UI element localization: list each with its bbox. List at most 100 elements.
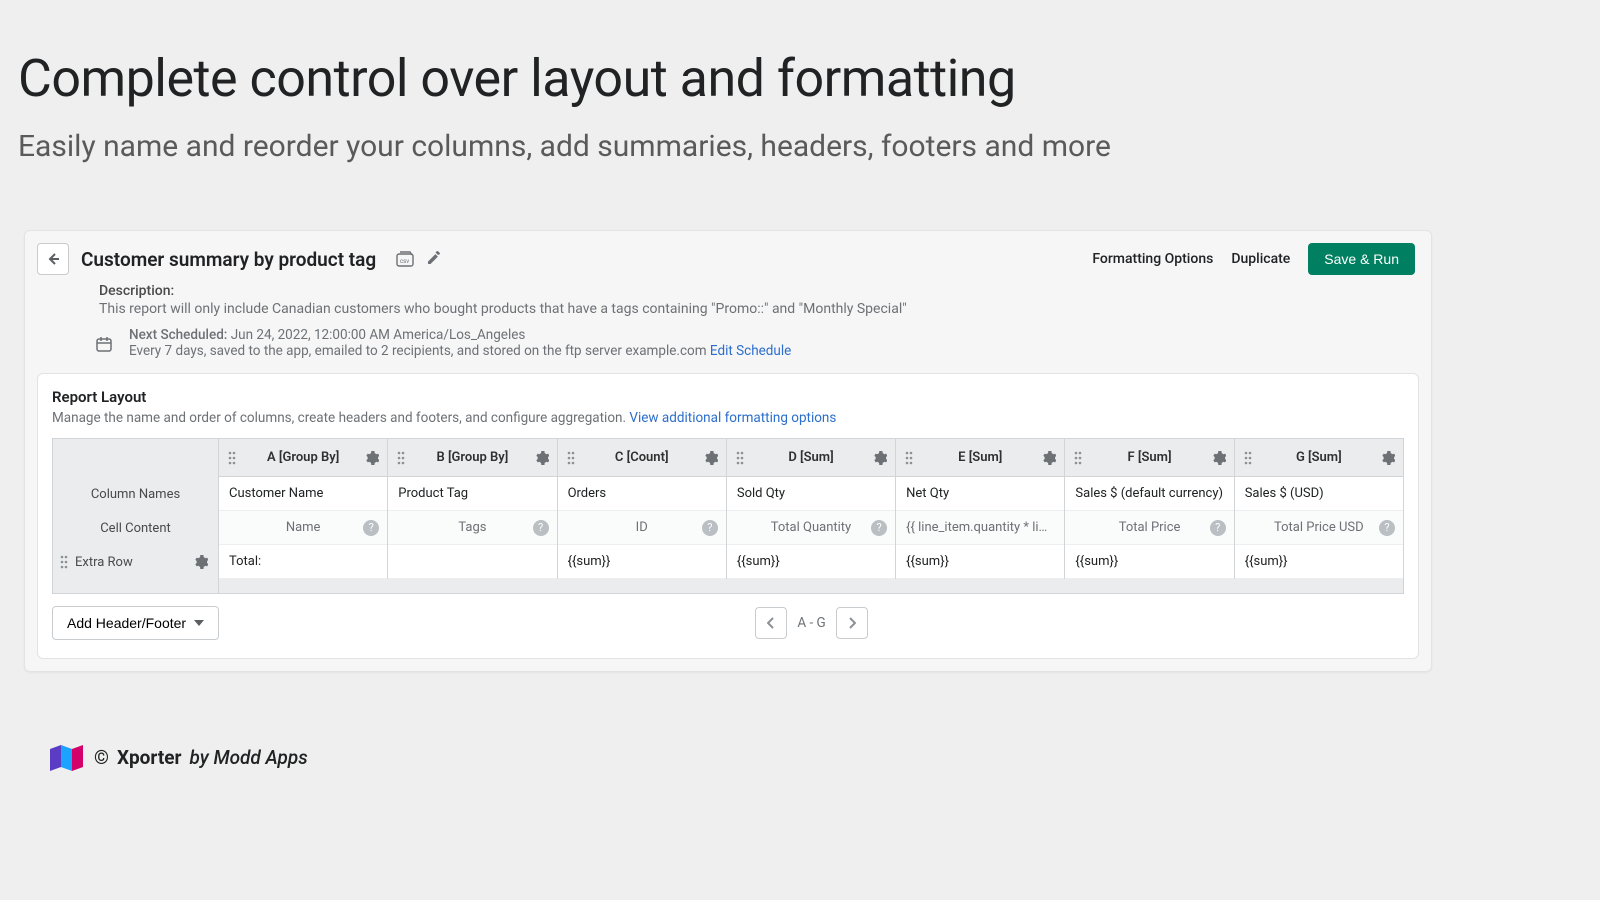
cell-content-field[interactable]: Total Price? — [1065, 511, 1233, 545]
edit-schedule-link[interactable]: Edit Schedule — [710, 343, 791, 359]
gear-icon[interactable] — [365, 451, 379, 465]
column-header-label: A [Group By] — [267, 450, 339, 465]
column-name-input[interactable]: Customer Name — [219, 477, 387, 511]
gear-icon[interactable] — [535, 451, 549, 465]
column-header-label: D [Sum] — [788, 450, 833, 465]
column-header: A [Group By] — [219, 439, 387, 477]
extra-row-cell[interactable]: {{sum}} — [558, 545, 726, 579]
column-header: C [Count] — [558, 439, 726, 477]
rowhead-column-names: Column Names — [53, 477, 219, 511]
column-header-label: G [Sum] — [1296, 450, 1342, 465]
rowhead-cell-content: Cell Content — [53, 511, 219, 545]
description-block: Description: This report will only inclu… — [25, 275, 1431, 317]
gear-icon[interactable] — [194, 555, 208, 569]
grid-footer-strip — [219, 579, 1403, 593]
schedule-datetime: Jun 24, 2022, 12:00:00 AM America/Los_An… — [231, 327, 526, 343]
page-headline: Complete control over layout and formatt… — [0, 0, 1600, 109]
drag-handle-icon[interactable] — [735, 450, 745, 466]
pager-range-label: A - G — [797, 615, 825, 631]
cell-content-field[interactable]: Tags? — [388, 511, 556, 545]
column-header: D [Sum] — [727, 439, 895, 477]
column-header-label: E [Sum] — [958, 450, 1002, 465]
help-icon[interactable]: ? — [1379, 520, 1395, 536]
drag-handle-icon[interactable] — [59, 554, 69, 570]
schedule-block: Next Scheduled: Jun 24, 2022, 12:00:00 A… — [25, 317, 1431, 373]
description-text: This report will only include Canadian c… — [99, 301, 1415, 317]
duplicate-link[interactable]: Duplicate — [1231, 251, 1290, 267]
cell-content-field[interactable]: ID? — [558, 511, 726, 545]
edit-pencil-icon[interactable] — [426, 250, 442, 268]
report-layout-panel: Report Layout Manage the name and order … — [37, 373, 1419, 659]
schedule-detail: Every 7 days, saved to the app, emailed … — [129, 343, 710, 359]
column-header-label: B [Group By] — [437, 450, 509, 465]
column-header-label: F [Sum] — [1128, 450, 1172, 465]
schedule-label: Next Scheduled: — [129, 327, 227, 343]
column-header: F [Sum] — [1065, 439, 1233, 477]
rowhead-footer-strip — [53, 579, 219, 593]
svg-text:csv: csv — [400, 258, 409, 265]
app-panel: Customer summary by product tag csv Form… — [24, 230, 1432, 672]
page-subheadline: Easily name and reorder your columns, ad… — [0, 109, 1600, 164]
gear-icon[interactable] — [704, 451, 718, 465]
extra-row-cell[interactable]: {{sum}} — [1065, 545, 1233, 579]
column-pager: A - G — [755, 607, 867, 639]
view-formatting-options-link[interactable]: View additional formatting options — [629, 410, 836, 426]
drag-handle-icon[interactable] — [566, 450, 576, 466]
pager-prev-button[interactable] — [755, 607, 787, 639]
gear-icon[interactable] — [873, 451, 887, 465]
help-icon[interactable]: ? — [871, 520, 887, 536]
column-name-input[interactable]: Sold Qty — [727, 477, 895, 511]
report-header-bar: Customer summary by product tag csv Form… — [25, 231, 1431, 275]
copyright-symbol: © — [94, 746, 109, 769]
arrow-left-icon — [45, 251, 61, 267]
chevron-left-icon — [767, 617, 775, 629]
drag-handle-icon[interactable] — [396, 450, 406, 466]
extra-row-cell[interactable]: {{sum}} — [896, 545, 1064, 579]
rowhead-extra-row: Extra Row — [53, 545, 219, 579]
column-name-input[interactable]: Product Tag — [388, 477, 556, 511]
description-label: Description: — [99, 283, 1415, 299]
brand-logo-icon — [50, 747, 84, 769]
column-name-input[interactable]: Orders — [558, 477, 726, 511]
drag-handle-icon[interactable] — [227, 450, 237, 466]
caret-down-icon — [194, 620, 204, 626]
brand-footer: © Xporter by Modd Apps — [50, 746, 308, 769]
drag-handle-icon[interactable] — [1073, 450, 1083, 466]
formatting-options-link[interactable]: Formatting Options — [1092, 251, 1213, 267]
column-name-input[interactable]: Sales $ (USD) — [1235, 477, 1403, 511]
extra-row-cell[interactable]: {{sum}} — [727, 545, 895, 579]
gear-icon[interactable] — [1212, 451, 1226, 465]
help-icon[interactable]: ? — [363, 520, 379, 536]
pager-next-button[interactable] — [836, 607, 868, 639]
column-header: E [Sum] — [896, 439, 1064, 477]
column-name-input[interactable]: Net Qty — [896, 477, 1064, 511]
extra-row-cell[interactable]: {{sum}} — [1235, 545, 1403, 579]
cell-content-field[interactable]: Total Price USD? — [1235, 511, 1403, 545]
help-icon[interactable]: ? — [702, 520, 718, 536]
layout-grid: A [Group By] B [Group By] C [Count] D [Sum]… — [52, 438, 1404, 594]
extra-row-cell[interactable] — [388, 545, 556, 579]
column-header: G [Sum] — [1235, 439, 1403, 477]
cell-content-field[interactable]: Name? — [219, 511, 387, 545]
column-header-label: C [Count] — [615, 450, 669, 465]
brand-byline: by Modd Apps — [189, 746, 307, 769]
brand-name: Xporter — [117, 746, 182, 769]
gear-icon[interactable] — [1381, 451, 1395, 465]
column-header: B [Group By] — [388, 439, 556, 477]
calendar-icon — [95, 327, 117, 359]
layout-title: Report Layout — [52, 388, 1404, 406]
help-icon[interactable]: ? — [533, 520, 549, 536]
back-button[interactable] — [37, 243, 69, 275]
drag-handle-icon[interactable] — [904, 450, 914, 466]
cell-content-field[interactable]: {{ line_item.quantity * line_it — [896, 511, 1064, 545]
add-header-footer-button[interactable]: Add Header/Footer — [52, 606, 219, 640]
save-run-button[interactable]: Save & Run — [1308, 243, 1415, 275]
drag-handle-icon[interactable] — [1243, 450, 1253, 466]
export-csv-icon[interactable]: csv — [394, 250, 416, 268]
chevron-right-icon — [848, 617, 856, 629]
cell-content-field[interactable]: Total Quantity? — [727, 511, 895, 545]
column-name-input[interactable]: Sales $ (default currency) — [1065, 477, 1233, 511]
extra-row-cell[interactable]: Total: — [219, 545, 387, 579]
gear-icon[interactable] — [1042, 451, 1056, 465]
help-icon[interactable]: ? — [1210, 520, 1226, 536]
